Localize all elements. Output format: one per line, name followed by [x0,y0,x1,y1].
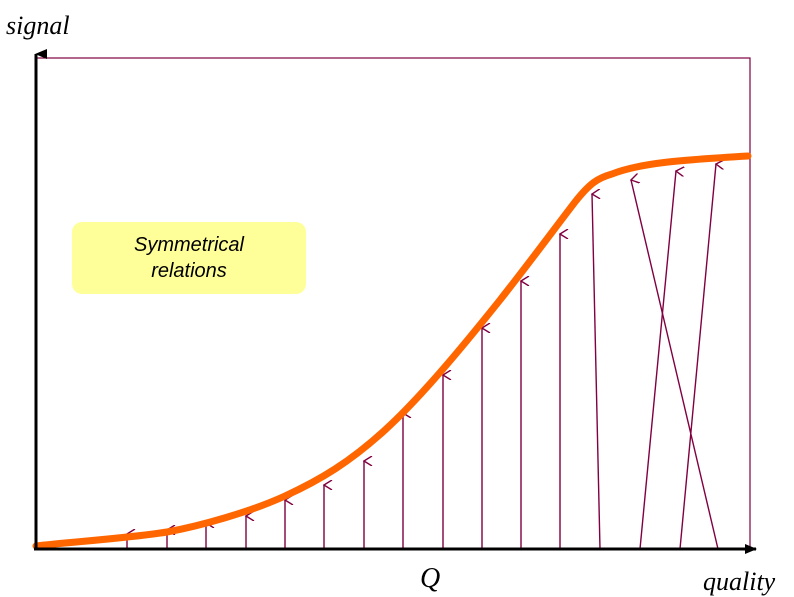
diagonal-arrow-3 [679,164,716,550]
crossing-arrows [592,164,719,550]
x-axis-label: quality [703,567,776,596]
callout-text: Symmetrical relations [133,234,244,282]
plot-frame [35,57,751,550]
q-marker-label: Q [420,563,440,594]
signal-curve [32,152,752,550]
diagonal-arrow-1 [592,194,601,550]
diagonal-arrow-2 [639,171,676,550]
vertical-arrows [127,234,560,549]
y-axis-label: signal [6,11,70,40]
symmetrical-relations-callout: Symmetrical relations [72,222,306,294]
diagonal-arrow-4 [631,180,719,550]
